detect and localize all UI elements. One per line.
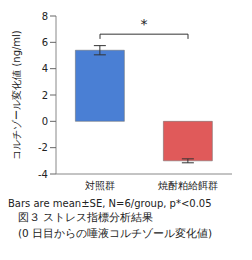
svg-text:-2: -2	[38, 142, 48, 153]
svg-text:対照群: 対照群	[85, 180, 115, 191]
svg-text:*: *	[141, 16, 148, 32]
svg-text:0: 0	[42, 116, 48, 127]
svg-text:2: 2	[42, 90, 48, 101]
svg-text:4: 4	[42, 63, 48, 74]
svg-text:6: 6	[42, 37, 48, 48]
html-text:図３ ストレス指標分析結果: 図３ ストレス指標分析結果	[18, 211, 154, 223]
svg-text:-4: -4	[38, 169, 48, 180]
html-text:(0 日目からの唾液コルチゾール変化値): (0 日目からの唾液コルチゾール変化値)	[18, 227, 213, 239]
html-text:Bars are mean±SE, N=6/group, p: Bars are mean±SE, N=6/group, p*<0.05	[8, 198, 212, 209]
svg-text:8: 8	[42, 11, 48, 22]
svg-text:焼酎粕給餌群: 焼酎粕給餌群	[158, 180, 218, 191]
svg-text:コルチゾール変化値 (ng/ml): コルチゾール変化値 (ng/ml)	[11, 30, 22, 160]
